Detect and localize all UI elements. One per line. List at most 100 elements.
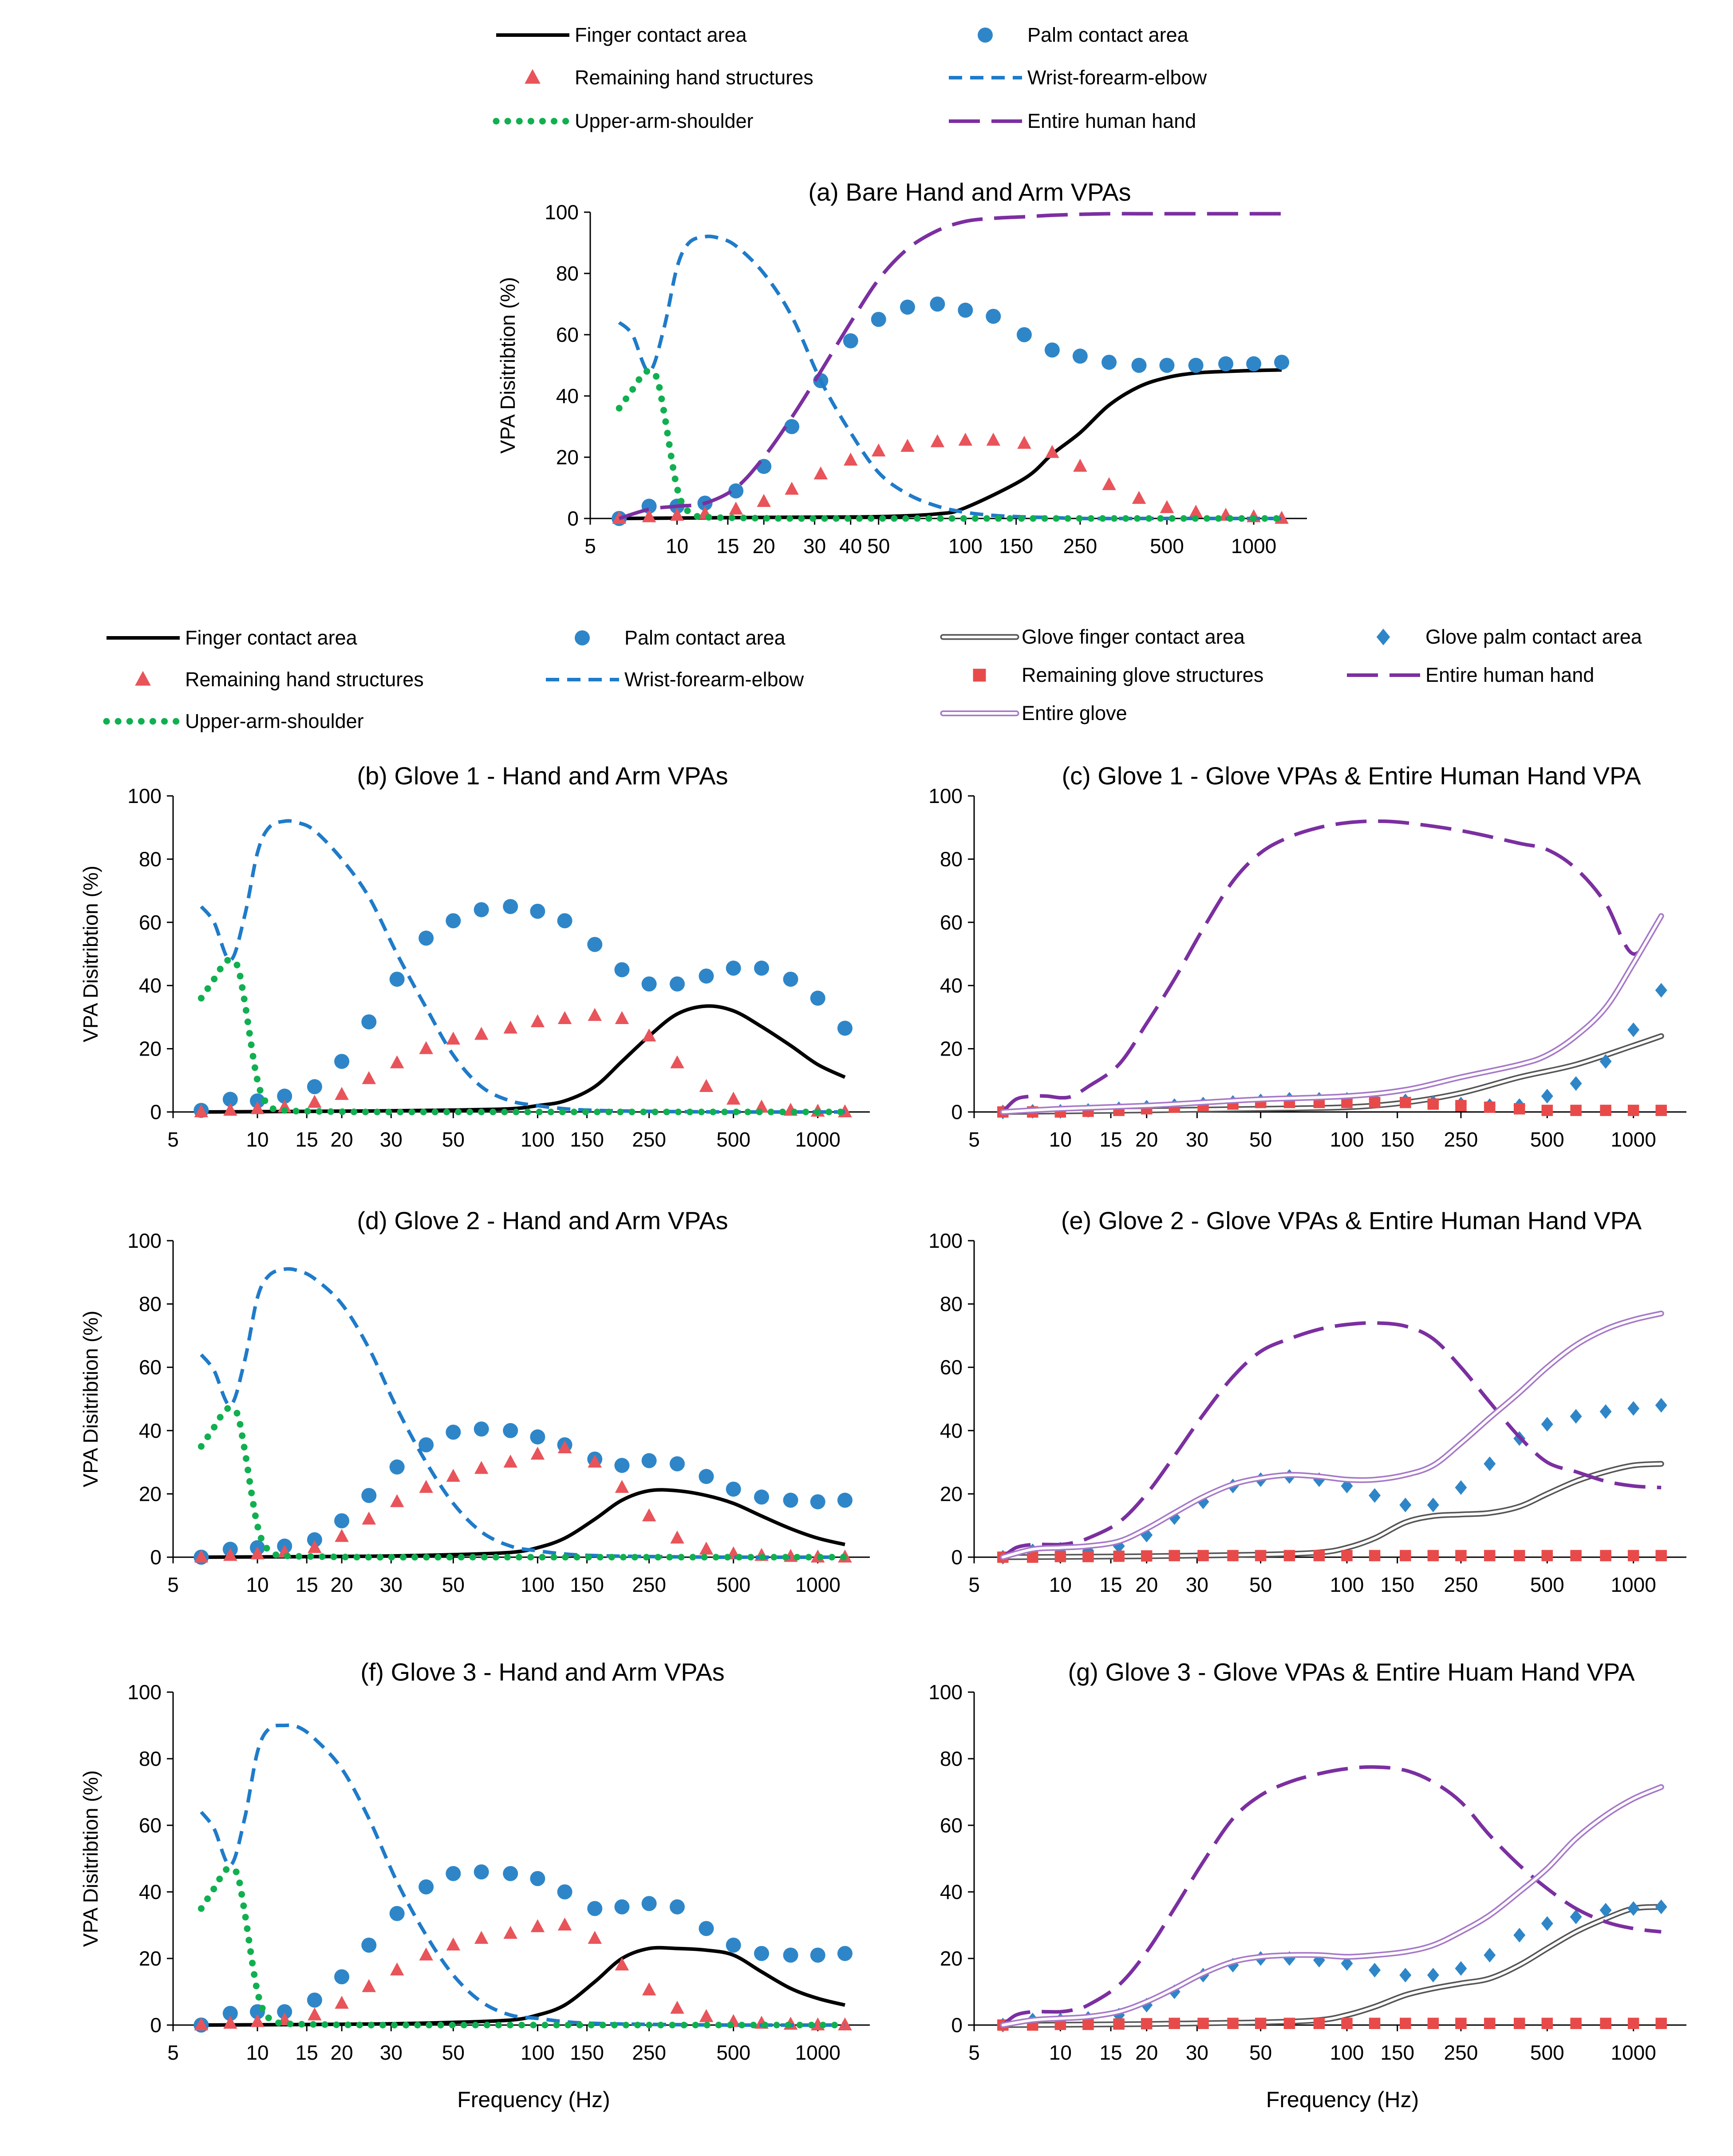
data-point-gpalm: [1341, 1956, 1353, 1971]
data-point-gpalm: [1399, 1968, 1412, 1982]
data-point-palm: [277, 1088, 292, 1104]
data-point-remaining: [362, 1511, 376, 1525]
legend-marker-gpalm: [1376, 629, 1390, 645]
x-tick-label: 50: [867, 534, 890, 558]
data-point-gremaining: [1168, 2018, 1180, 2029]
chart-c: 0 20 40 60 80 100 5 10 15 20 30 50 100 150 250 500 1000 (…: [928, 762, 1686, 1151]
series-finger: [201, 1004, 846, 1114]
data-point-gremaining: [1427, 2018, 1439, 2029]
data-point-gremaining: [1082, 2018, 1094, 2030]
data-point-gpalm: [1570, 1409, 1582, 1424]
x-tick-label: 5: [167, 1128, 179, 1151]
chart-g: 0 20 40 60 80 100 5 10 15 20 30 50 100 150 250 500 1000 (…: [928, 1658, 1686, 2112]
data-point-gremaining: [1513, 2018, 1525, 2029]
data-point-gremaining: [1313, 2018, 1325, 2029]
series-hand: [618, 212, 1282, 520]
series-line-hand: [1002, 1765, 1662, 2027]
legend-entry-finger: Finger contact area: [107, 626, 358, 649]
data-point-palm: [871, 312, 886, 327]
legend-label: Entire human hand: [1425, 664, 1594, 686]
series-line-gfinger-inner: [1001, 1905, 1663, 2026]
data-point-gremaining: [1655, 1104, 1667, 1116]
data-point-gpalm: [1655, 1899, 1667, 1915]
data-point-gremaining: [1600, 1104, 1611, 1116]
x-tick-label: 10: [1049, 1128, 1072, 1151]
data-point-remaining: [844, 452, 858, 466]
y-tick-label: 0: [567, 507, 579, 530]
data-point-gremaining: [1369, 1096, 1381, 1108]
legend-label: Glove finger contact area: [1022, 625, 1245, 648]
series-line-wrist: [200, 1267, 845, 1559]
legend-b: Finger contact area Palm contact area Rema…: [103, 626, 804, 732]
data-point-gremaining: [1570, 1104, 1582, 1116]
series-upper: [616, 368, 1285, 522]
y-tick-label: 20: [139, 1037, 162, 1060]
y-axis-label: VPA Disitribtion (%): [496, 277, 519, 454]
series-gremaining: [997, 2018, 1667, 2031]
data-point-palm: [699, 1921, 714, 1936]
legend-entry-hand: Entire human hand: [1347, 664, 1594, 686]
series-line-finger: [201, 1004, 846, 1114]
data-point-remaining: [223, 1103, 237, 1116]
data-point-remaining: [530, 1919, 545, 1932]
x-tick-label: 100: [948, 534, 983, 558]
x-tick-label: 50: [1249, 1573, 1272, 1596]
data-point-remaining: [871, 443, 886, 457]
series-wrist: [200, 819, 845, 1114]
y-tick-label: 100: [127, 1681, 162, 1704]
y-tick-label: 80: [940, 847, 963, 870]
data-point-palm: [503, 1866, 518, 1881]
data-point-gremaining: [1141, 2018, 1153, 2029]
legend-entry-gremaining: Remaining glove structures: [973, 664, 1263, 686]
data-point-gremaining: [1570, 1550, 1582, 1562]
x-tick-label: 10: [246, 2041, 268, 2064]
data-point-remaining: [757, 494, 771, 507]
y-tick-label: 40: [940, 974, 963, 997]
y-tick-label: 0: [150, 1546, 162, 1569]
data-point-palm: [530, 1871, 545, 1886]
data-point-palm: [641, 1453, 657, 1468]
y-axis-label: VPA Disitribtion (%): [79, 866, 102, 1042]
data-point-remaining: [1188, 504, 1203, 518]
legend-entry-upper: Upper-arm-shoulder: [103, 710, 364, 732]
data-point-gpalm: [1484, 1456, 1496, 1472]
series-finger: [201, 1488, 845, 1559]
data-point-gpalm: [1570, 1076, 1582, 1091]
series-line-hand: [1001, 819, 1663, 1113]
y-tick-label: 60: [139, 911, 162, 934]
data-point-gpalm: [1570, 1909, 1582, 1924]
data-point-remaining: [530, 1014, 545, 1028]
data-point-remaining: [699, 1079, 714, 1092]
data-point-gpalm: [1541, 1417, 1553, 1432]
legend-entry-wrist: Wrist-forearm-elbow: [949, 66, 1207, 89]
data-point-palm: [783, 1947, 798, 1963]
legend-label: Upper-arm-shoulder: [185, 710, 364, 732]
data-point-gremaining: [1227, 2018, 1239, 2029]
data-point-gremaining: [1400, 1096, 1411, 1108]
data-point-remaining: [785, 482, 799, 495]
series-line-glove-inner: [1001, 1785, 1663, 2026]
y-axis-label: VPA Disitribtion (%): [79, 1311, 102, 1487]
y-tick-label: 0: [951, 1100, 963, 1123]
data-point-gremaining: [1283, 2018, 1295, 2029]
data-point-gpalm: [1627, 1901, 1640, 1916]
legend-entry-remaining: Remaining hand structures: [135, 668, 424, 691]
y-tick-label: 60: [556, 323, 579, 346]
data-point-gremaining: [1455, 2018, 1467, 2029]
data-point-palm: [418, 1437, 434, 1452]
legend-marker-palm: [575, 630, 590, 645]
x-tick-label: 1000: [1611, 1128, 1656, 1151]
data-point-gremaining: [1113, 1551, 1125, 1562]
data-point-remaining: [670, 2001, 684, 2014]
data-point-palm: [250, 1093, 265, 1109]
data-point-palm: [530, 1429, 545, 1445]
data-point-remaining: [446, 1031, 461, 1045]
x-tick-label: 40: [839, 534, 862, 558]
x-tick-label: 30: [380, 2041, 403, 2064]
data-point-palm: [843, 333, 858, 348]
series-line-glove-outer: [1000, 1784, 1664, 2028]
y-tick-label: 80: [940, 1293, 963, 1316]
data-point-remaining: [699, 2009, 714, 2022]
x-tick-label: 15: [296, 2041, 318, 2064]
data-point-palm: [307, 1532, 322, 1547]
